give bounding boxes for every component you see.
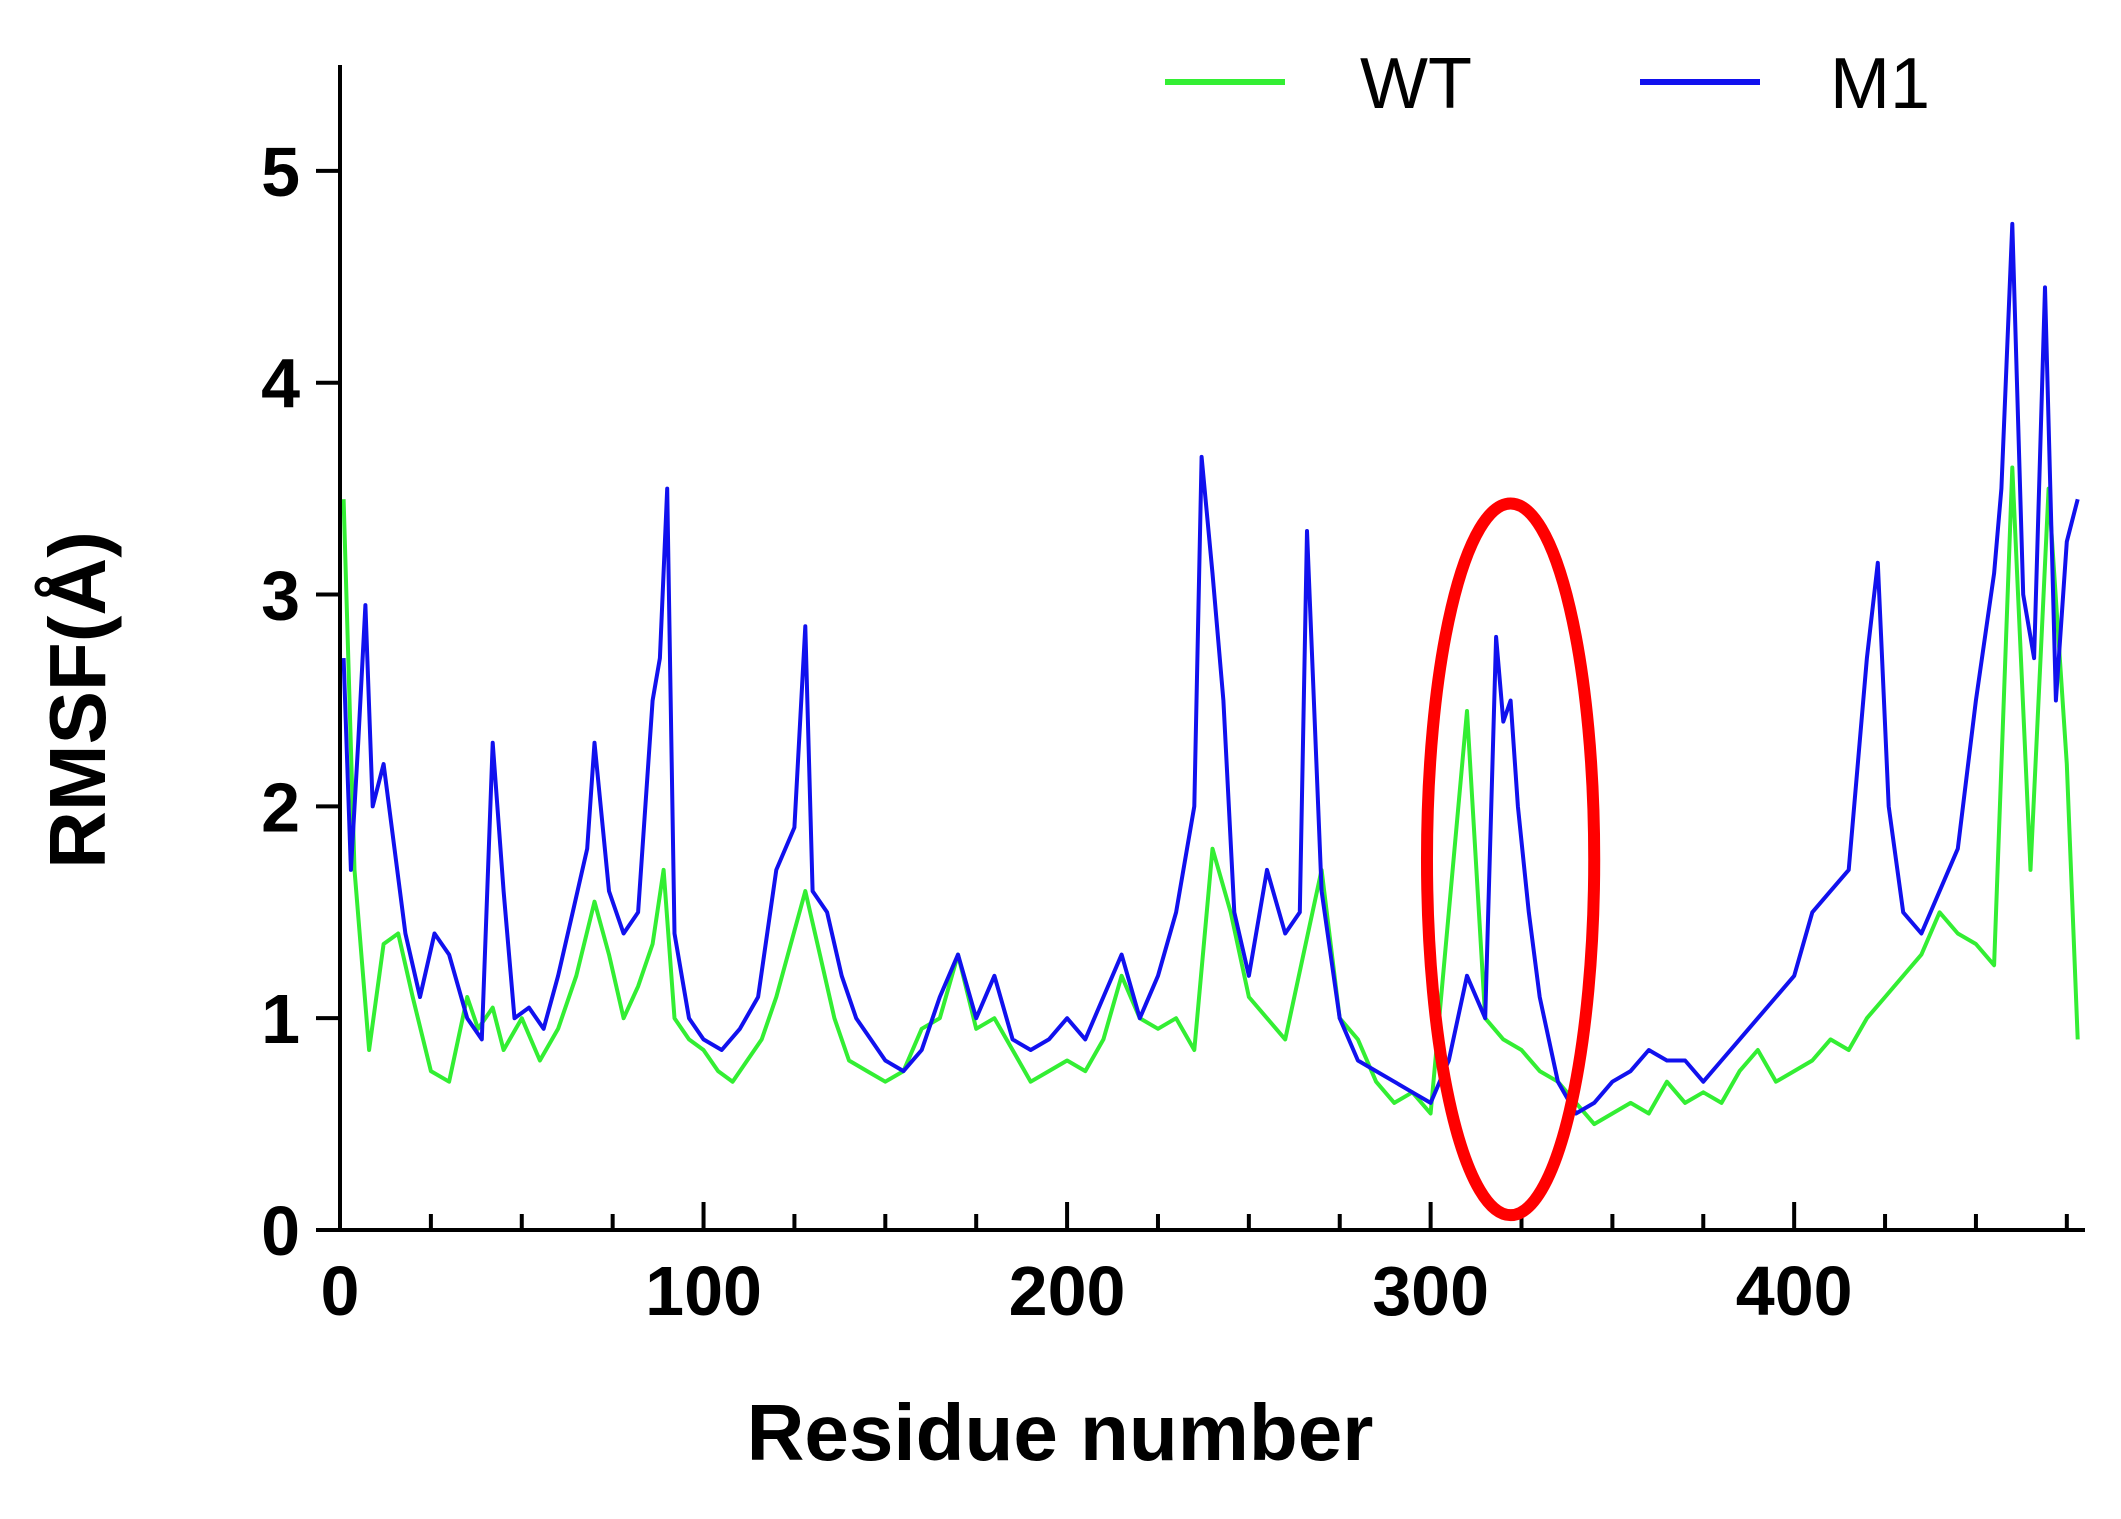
y-tick-label: 0 bbox=[261, 1192, 300, 1270]
plot-lines bbox=[341, 221, 2080, 1127]
legend: WT M1 bbox=[1165, 44, 1930, 124]
x-tick-label: 200 bbox=[1009, 1252, 1126, 1330]
series-line-m1 bbox=[341, 221, 2080, 1116]
x-tick-label: 100 bbox=[645, 1252, 762, 1330]
x-axis-title: Residue number bbox=[747, 1388, 1374, 1477]
y-tick-label: 3 bbox=[261, 557, 300, 635]
x-tick-label: 300 bbox=[1372, 1252, 1489, 1330]
highlight-layer bbox=[1420, 497, 1601, 1222]
axes: 0 100 200 300 400 0 1 2 3 4 5 bbox=[261, 65, 2085, 1330]
legend-label-wt: WT bbox=[1360, 44, 1472, 124]
series-line-wt bbox=[341, 465, 2080, 1127]
y-tick-label: 5 bbox=[261, 133, 300, 211]
y-tick-label: 4 bbox=[261, 345, 300, 423]
legend-label-m1: M1 bbox=[1830, 44, 1930, 124]
y-tick-label: 1 bbox=[261, 980, 300, 1058]
x-tick-label: 0 bbox=[321, 1252, 360, 1330]
highlight-ellipse bbox=[1420, 497, 1601, 1222]
y-tick-label: 2 bbox=[261, 768, 300, 846]
x-tick-label: 400 bbox=[1736, 1252, 1853, 1330]
y-axis-title: RMSF(Å) bbox=[33, 531, 122, 869]
